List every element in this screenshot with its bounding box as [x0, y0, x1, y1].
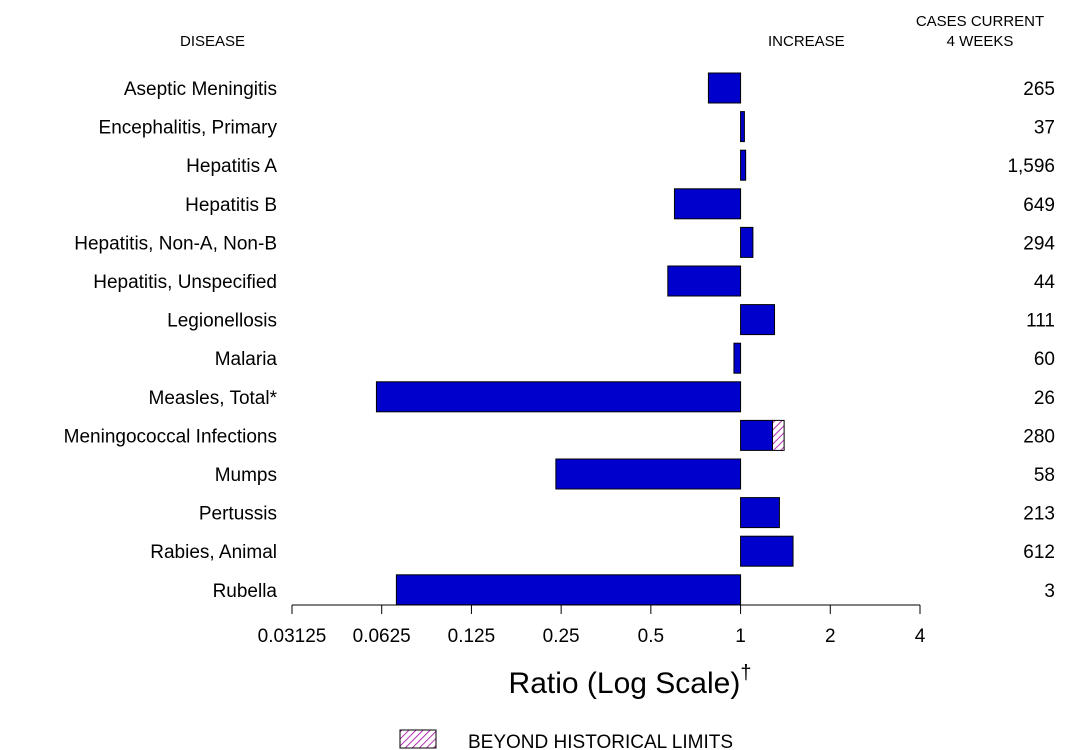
x-axis-title: Ratio (Log Scale)†	[509, 662, 752, 700]
case-count: 649	[1023, 195, 1055, 216]
x-axis-title-main: Ratio (Log Scale)	[509, 667, 741, 700]
case-count: 213	[1023, 504, 1055, 525]
case-count: 280	[1023, 426, 1055, 447]
x-tick-label: 0.03125	[258, 626, 327, 647]
category-label: Rabies, Animal	[150, 542, 277, 563]
case-count: 612	[1023, 542, 1055, 563]
category-label: Legionellosis	[167, 311, 277, 332]
case-count: 37	[1034, 118, 1055, 139]
case-count: 265	[1023, 79, 1055, 100]
category-label: Mumps	[215, 465, 277, 486]
bar	[740, 226, 754, 258]
x-tick-label: 1	[735, 626, 746, 647]
x-tick-label: 4	[915, 626, 926, 647]
category-labels: Aseptic Meningitis Encephalitis, Primary H…	[64, 79, 278, 602]
category-label: Hepatitis, Unspecified	[93, 272, 277, 293]
x-axis-ticks: 0.03125 0.0625 0.125 0.25 0.5 1 2 4	[258, 605, 926, 647]
bar-beyond-limits	[772, 419, 785, 451]
bar	[740, 535, 794, 567]
x-axis-title-superscript: †	[740, 662, 751, 684]
legend-swatch-beyond-limits	[399, 729, 437, 749]
x-tick-label: 0.0625	[353, 626, 411, 647]
case-count: 26	[1034, 388, 1055, 409]
case-count: 1,596	[1007, 156, 1055, 177]
category-label: Aseptic Meningitis	[124, 79, 277, 100]
category-label: Hepatitis B	[185, 195, 277, 216]
x-tick-label: 2	[825, 626, 836, 647]
bar	[733, 342, 742, 374]
bar	[740, 419, 774, 451]
legend-label-beyond-limits: BEYOND HISTORICAL LIMITS	[468, 732, 733, 750]
x-tick-label: 0.25	[543, 626, 580, 647]
bars	[375, 72, 794, 606]
bar	[740, 149, 747, 181]
category-label: Pertussis	[199, 504, 277, 525]
category-label: Hepatitis, Non-A, Non-B	[74, 233, 277, 254]
category-label: Encephalitis, Primary	[99, 118, 278, 139]
header-cases-line2: 4 WEEKS	[947, 33, 1014, 50]
x-tick-label: 0.125	[448, 626, 496, 647]
category-label: Measles, Total*	[149, 388, 278, 409]
category-label: Malaria	[215, 349, 278, 370]
header-increase: INCREASE	[768, 33, 845, 50]
category-label: Rubella	[213, 581, 278, 602]
header-disease: DISEASE	[180, 33, 245, 50]
header-cases-line1: CASES CURRENT	[916, 13, 1044, 30]
bar	[395, 574, 742, 606]
bar	[740, 111, 745, 143]
bar	[673, 188, 742, 220]
bar	[555, 458, 742, 490]
category-label: Hepatitis A	[186, 156, 277, 177]
bar	[740, 304, 776, 336]
bar	[375, 381, 742, 413]
case-count: 111	[1026, 311, 1055, 332]
bar	[667, 265, 742, 297]
case-counts: 265 37 1,596 649 294 44 111 60 26 280 58 213 612 3	[1007, 79, 1055, 602]
x-tick-label: 0.5	[638, 626, 664, 647]
case-count: 294	[1023, 233, 1055, 254]
category-label: Meningococcal Infections	[64, 426, 277, 447]
case-count: 58	[1034, 465, 1055, 486]
case-count: 60	[1034, 349, 1055, 370]
bar	[740, 497, 780, 529]
case-count: 3	[1044, 581, 1055, 602]
bar	[707, 72, 742, 104]
case-count: 44	[1034, 272, 1056, 293]
